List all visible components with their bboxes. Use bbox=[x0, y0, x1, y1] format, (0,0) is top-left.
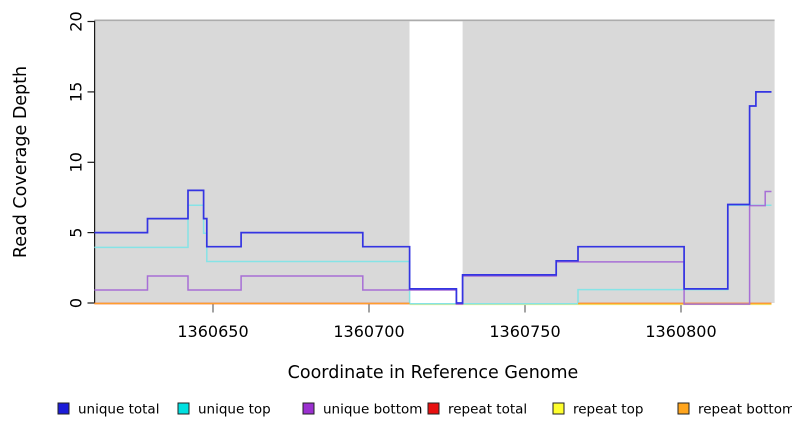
legend-swatch-unique-top bbox=[177, 402, 190, 415]
y-tick-label: 0 bbox=[67, 298, 86, 308]
legend-swatch-repeat-bottom bbox=[677, 402, 690, 415]
y-tick-label: 15 bbox=[67, 82, 86, 102]
legend-swatch-repeat-top bbox=[552, 402, 565, 415]
series-line-unique-total bbox=[94, 91, 772, 304]
shaded-regions-group bbox=[94, 19, 775, 304]
legend-label-unique-total: unique total bbox=[78, 402, 159, 418]
legend-swatch-unique-total bbox=[57, 402, 70, 415]
y-axis-title: Read Coverage Depth bbox=[11, 66, 31, 258]
series-lines-group bbox=[94, 91, 772, 306]
x-tick-label: 1360700 bbox=[333, 322, 404, 341]
x-tick-label: 1360750 bbox=[489, 322, 560, 341]
legend-label-unique-bottom: unique bottom bbox=[323, 402, 422, 418]
y-tick-label: 10 bbox=[67, 152, 86, 172]
legend-swatch-repeat-total bbox=[427, 402, 440, 415]
x-tick-label: 1360650 bbox=[177, 322, 248, 341]
legend-swatch-unique-bottom bbox=[302, 402, 315, 415]
legend-label-repeat-bottom: repeat bottom bbox=[698, 402, 792, 418]
shaded-region bbox=[462, 21, 775, 304]
shaded-region bbox=[94, 21, 410, 304]
y-tick-label: 5 bbox=[67, 228, 86, 238]
legend-label-unique-top: unique top bbox=[198, 402, 271, 418]
legend-label-repeat-total: repeat total bbox=[448, 402, 527, 418]
axes-group: 0 5 10 15 20 1360650 1360700 1360750 1360800 bbox=[67, 11, 717, 341]
x-tick-label: 1360800 bbox=[645, 322, 716, 341]
legend-label-repeat-top: repeat top bbox=[573, 402, 643, 418]
y-tick-label: 20 bbox=[67, 11, 86, 31]
legend: unique total unique top unique bottom repea… bbox=[57, 402, 792, 418]
x-axis-title: Coordinate in Reference Genome bbox=[288, 363, 579, 383]
series-line-unique-bottom bbox=[94, 190, 772, 305]
